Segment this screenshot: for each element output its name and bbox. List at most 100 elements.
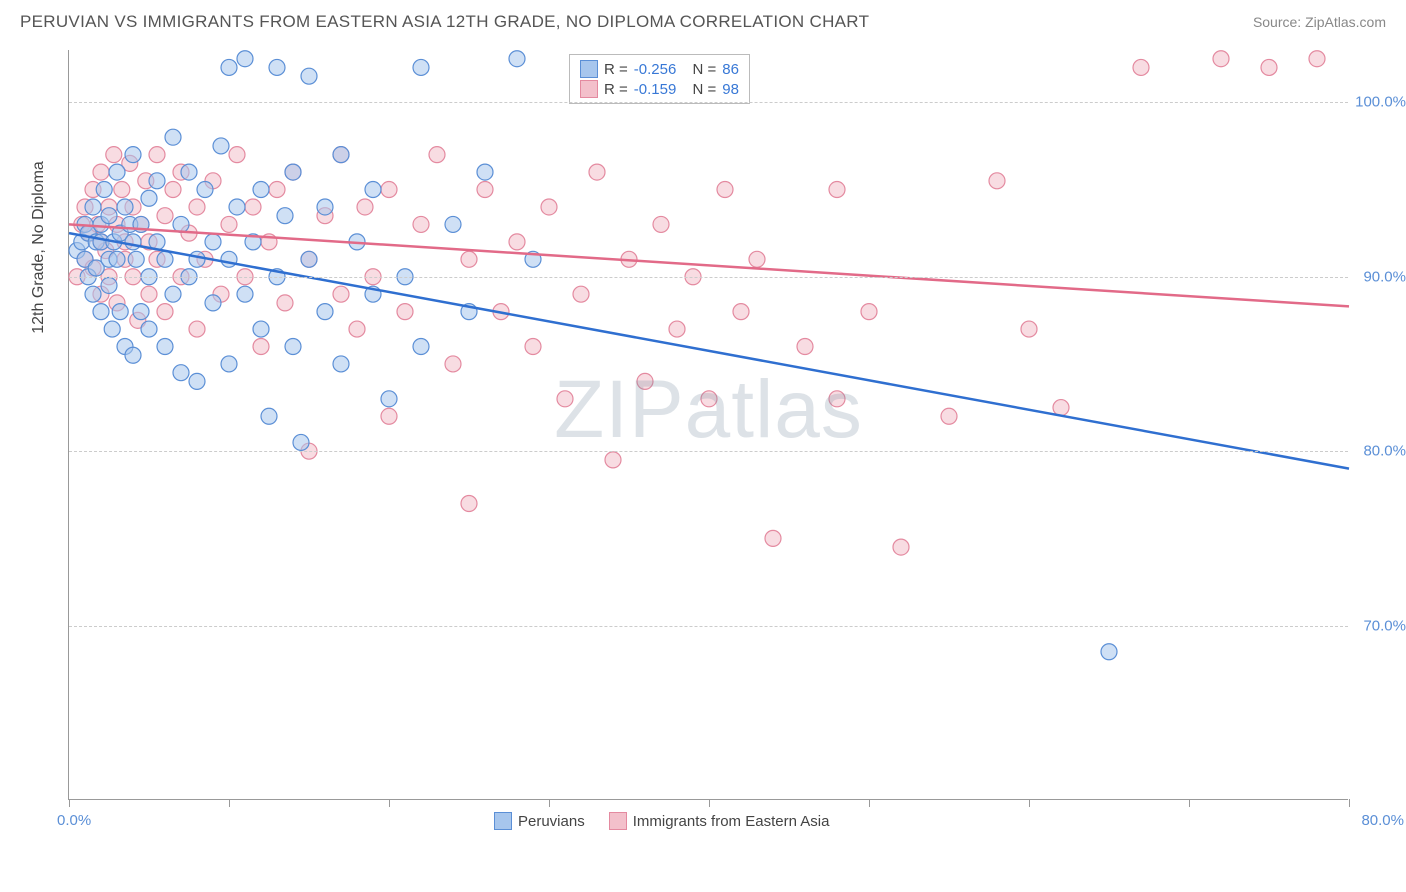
x-axis-tick: [389, 799, 390, 807]
data-point-peruvians: [125, 234, 141, 250]
data-point-peruvians: [125, 347, 141, 363]
data-point-peruvians: [141, 321, 157, 337]
data-point-immigrants: [461, 495, 477, 511]
chart-header: PERUVIAN VS IMMIGRANTS FROM EASTERN ASIA…: [0, 0, 1406, 40]
source-link[interactable]: ZipAtlas.com: [1305, 14, 1386, 30]
data-point-peruvians: [221, 251, 237, 267]
data-point-immigrants: [381, 408, 397, 424]
data-point-immigrants: [245, 199, 261, 215]
data-point-peruvians: [181, 164, 197, 180]
data-point-peruvians: [117, 199, 133, 215]
data-point-peruvians: [101, 277, 117, 293]
data-point-immigrants: [1021, 321, 1037, 337]
data-point-immigrants: [253, 339, 269, 355]
data-point-peruvians: [125, 147, 141, 163]
data-point-immigrants: [717, 182, 733, 198]
data-point-immigrants: [381, 182, 397, 198]
data-point-peruvians: [413, 59, 429, 75]
data-point-immigrants: [541, 199, 557, 215]
data-point-peruvians: [445, 216, 461, 232]
data-point-immigrants: [269, 182, 285, 198]
x-axis-tick: [549, 799, 550, 807]
legend-row-peruvians: R = -0.256 N = 86: [580, 59, 739, 79]
r-label: R =: [604, 81, 628, 98]
data-point-peruvians: [477, 164, 493, 180]
data-point-peruvians: [413, 339, 429, 355]
data-point-peruvians: [213, 138, 229, 154]
data-point-peruvians: [93, 304, 109, 320]
data-point-immigrants: [509, 234, 525, 250]
data-point-peruvians: [149, 173, 165, 189]
data-point-peruvians: [96, 182, 112, 198]
data-point-peruvians: [1101, 644, 1117, 660]
data-point-immigrants: [221, 216, 237, 232]
data-point-peruvians: [85, 286, 101, 302]
data-point-immigrants: [893, 539, 909, 555]
legend-label-immigrants: Immigrants from Eastern Asia: [633, 813, 830, 830]
data-point-peruvians: [109, 164, 125, 180]
r-value-peruvians: -0.256: [634, 61, 677, 78]
data-point-immigrants: [189, 199, 205, 215]
data-point-peruvians: [205, 295, 221, 311]
gridline-h: [69, 102, 1348, 103]
gridline-h: [69, 451, 1348, 452]
data-point-peruvians: [253, 182, 269, 198]
data-point-immigrants: [189, 321, 205, 337]
gridline-h: [69, 626, 1348, 627]
data-point-peruvians: [221, 59, 237, 75]
swatch-immigrants: [609, 812, 627, 830]
data-point-immigrants: [477, 182, 493, 198]
data-point-peruvians: [237, 286, 253, 302]
data-point-immigrants: [397, 304, 413, 320]
data-point-peruvians: [112, 304, 128, 320]
x-axis-tick: [229, 799, 230, 807]
plot-area: ZIPatlas R = -0.256 N = 86 R = -0.159 N …: [68, 50, 1348, 800]
source-prefix: Source:: [1253, 14, 1305, 30]
n-value-peruvians: 86: [722, 61, 739, 78]
data-point-immigrants: [989, 173, 1005, 189]
data-point-peruvians: [205, 234, 221, 250]
data-point-peruvians: [237, 51, 253, 67]
data-point-immigrants: [165, 182, 181, 198]
data-point-immigrants: [797, 339, 813, 355]
data-point-peruvians: [85, 199, 101, 215]
r-label: R =: [604, 61, 628, 78]
data-point-immigrants: [829, 391, 845, 407]
data-point-immigrants: [1309, 51, 1325, 67]
data-point-immigrants: [157, 208, 173, 224]
data-point-immigrants: [1133, 59, 1149, 75]
data-point-immigrants: [653, 216, 669, 232]
chart-title: PERUVIAN VS IMMIGRANTS FROM EASTERN ASIA…: [20, 12, 869, 32]
data-point-peruvians: [269, 59, 285, 75]
n-value-immigrants: 98: [722, 81, 739, 98]
data-point-immigrants: [445, 356, 461, 372]
swatch-peruvians: [494, 812, 512, 830]
y-axis-tick-label: 100.0%: [1355, 94, 1406, 111]
data-point-immigrants: [1053, 400, 1069, 416]
legend-row-immigrants: R = -0.159 N = 98: [580, 79, 739, 99]
data-point-immigrants: [141, 286, 157, 302]
data-point-immigrants: [861, 304, 877, 320]
data-point-peruvians: [509, 51, 525, 67]
data-point-immigrants: [749, 251, 765, 267]
data-point-peruvians: [104, 321, 120, 337]
data-point-immigrants: [114, 182, 130, 198]
data-point-peruvians: [301, 68, 317, 84]
data-point-peruvians: [317, 304, 333, 320]
data-point-peruvians: [165, 286, 181, 302]
data-point-peruvians: [165, 129, 181, 145]
x-axis-tick: [709, 799, 710, 807]
data-point-immigrants: [1213, 51, 1229, 67]
data-point-immigrants: [669, 321, 685, 337]
data-point-immigrants: [637, 373, 653, 389]
data-point-peruvians: [229, 199, 245, 215]
data-point-immigrants: [605, 452, 621, 468]
data-point-peruvians: [133, 304, 149, 320]
n-label: N =: [692, 81, 716, 98]
swatch-immigrants: [580, 80, 598, 98]
data-point-immigrants: [157, 304, 173, 320]
y-axis-tick-label: 80.0%: [1363, 443, 1406, 460]
n-label: N =: [692, 61, 716, 78]
x-axis-tick: [1349, 799, 1350, 807]
data-point-peruvians: [128, 251, 144, 267]
